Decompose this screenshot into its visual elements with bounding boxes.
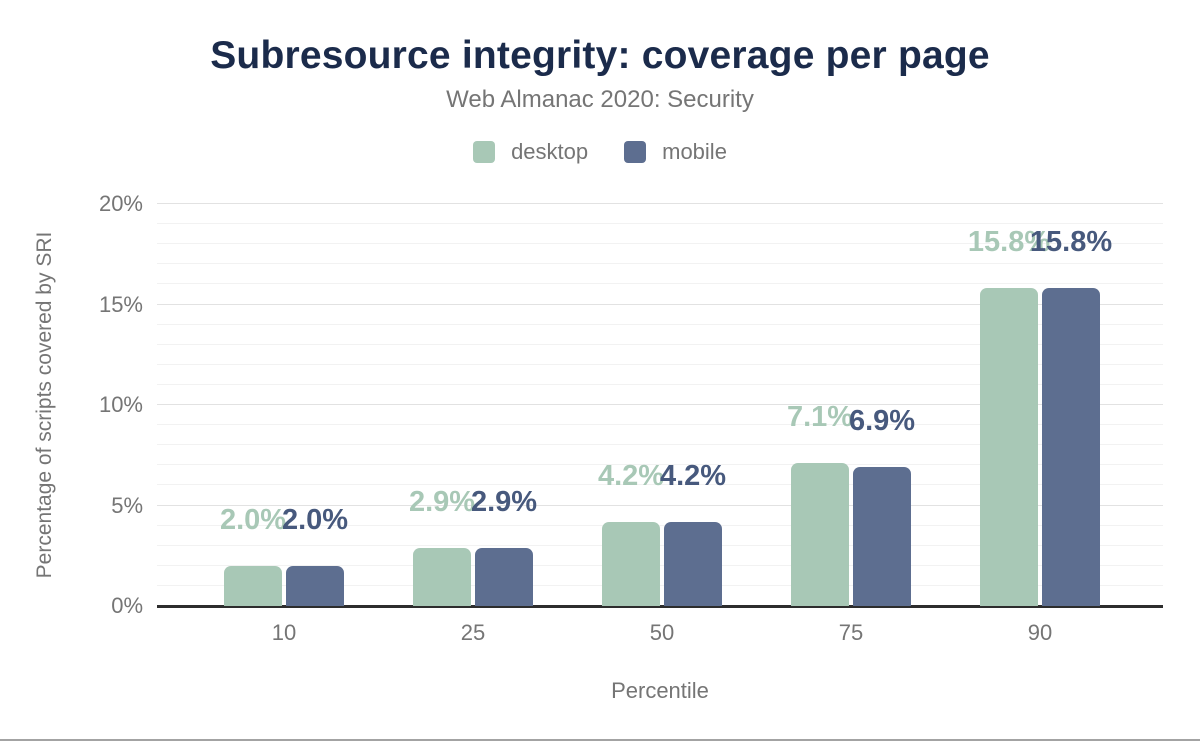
desktop-swatch-icon	[473, 141, 496, 163]
y-tick-0%: 0%	[111, 593, 143, 618]
x-tick-10: 10	[271, 620, 297, 645]
legend-label-desktop: desktop	[511, 139, 589, 164]
legend: desktop mobile	[0, 139, 1200, 165]
bar-desktop-p90[interactable]	[980, 288, 1038, 606]
x-tick-90: 90	[1027, 620, 1053, 645]
bar-mobile-p90[interactable]	[1042, 288, 1100, 606]
bar-desktop-p25[interactable]	[413, 547, 471, 606]
value-label-desktop-p90: 15.8%	[967, 226, 1051, 259]
gridline-minor	[157, 564, 1163, 566]
legend-item-desktop[interactable]: desktop	[473, 139, 588, 165]
gridline-minor	[157, 383, 1163, 385]
gridline-major	[157, 203, 1163, 204]
y-tick-20%: 20%	[98, 191, 143, 216]
value-label-mobile-p90: 15.8%	[1029, 226, 1113, 259]
bar-mobile-p10[interactable]	[286, 565, 344, 606]
gridline-minor	[157, 223, 1163, 225]
value-label-mobile-p75: 6.9%	[848, 405, 916, 438]
bar-desktop-p75[interactable]	[791, 463, 849, 606]
x-tick-50: 50	[649, 620, 675, 645]
gridline-minor	[157, 524, 1163, 526]
bar-mobile-p50[interactable]	[664, 521, 722, 606]
value-label-desktop-p75: 7.1%	[786, 401, 854, 434]
y-tick-5%: 5%	[111, 492, 143, 518]
legend-label-mobile: mobile	[662, 139, 727, 164]
plot-area: 2.0% 2.9% 4.2% 7.1% 15.8% 2.0% 2.9% 4.2% 6.9% 15.…	[157, 203, 1163, 608]
gridline-major	[157, 404, 1163, 405]
gridline-minor	[157, 283, 1163, 285]
bar-mobile-p75[interactable]	[853, 467, 911, 606]
x-tick-75: 75	[838, 620, 864, 645]
y-tick-10%: 10%	[98, 392, 143, 417]
x-axis-line	[157, 605, 1163, 608]
window-bottom-edge	[0, 739, 1200, 741]
gridline-minor	[157, 464, 1163, 466]
value-label-desktop-p50: 4.2%	[597, 459, 665, 492]
bar-desktop-p50[interactable]	[602, 521, 660, 606]
gridline-minor	[157, 343, 1163, 345]
mobile-swatch-icon	[624, 141, 647, 163]
gridline-minor	[157, 424, 1163, 426]
value-label-mobile-p25: 2.9%	[470, 485, 538, 518]
value-label-desktop-p25: 2.9%	[408, 485, 476, 518]
gridline-minor	[157, 363, 1163, 365]
gridline-major	[157, 303, 1163, 305]
value-label-desktop-p10: 2.0%	[219, 503, 287, 536]
value-label-mobile-p10: 2.0%	[281, 503, 349, 536]
x-tick-25: 25	[460, 620, 486, 645]
value-label-mobile-p50: 4.2%	[659, 459, 727, 492]
bar-desktop-p10[interactable]	[224, 565, 282, 606]
gridline-minor	[157, 484, 1163, 486]
legend-item-mobile[interactable]: mobile	[624, 139, 727, 165]
gridline-minor	[157, 243, 1163, 245]
bar-mobile-p25[interactable]	[475, 547, 533, 606]
y-tick-15%: 15%	[98, 291, 143, 317]
gridline-minor	[157, 263, 1163, 265]
gridline-major	[157, 504, 1163, 506]
chart-title: Subresource integrity: coverage per page	[210, 34, 990, 77]
gridline-minor	[157, 544, 1163, 546]
gridline-minor	[157, 584, 1163, 586]
gridline-minor	[157, 444, 1163, 446]
chart-subtitle: Web Almanac 2020: Security	[446, 86, 754, 113]
gridline-minor	[157, 323, 1163, 325]
x-axis-title: Percentile	[611, 678, 709, 703]
